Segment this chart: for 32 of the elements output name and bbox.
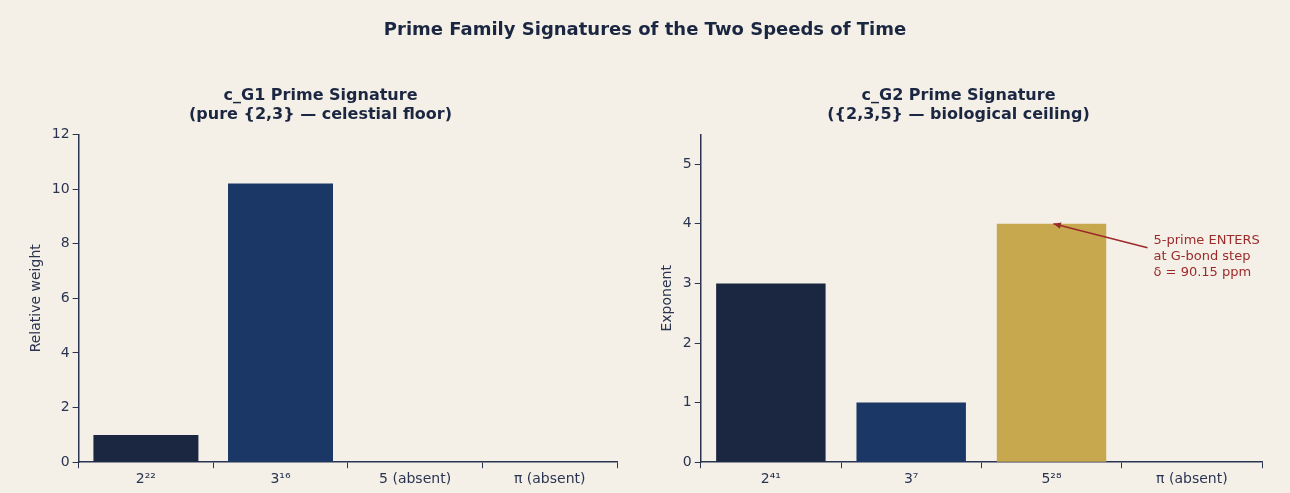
chart-subtitle: ({2,3,5} — biological ceiling): [827, 103, 1090, 123]
bar: [856, 402, 966, 462]
y-tick-label: 0: [60, 452, 70, 469]
x-tick-label: 2²²: [135, 470, 156, 487]
y-axis-title: Exponent: [658, 264, 675, 332]
bar: [996, 223, 1107, 462]
x-tick-label: 5 (absent): [379, 470, 452, 487]
y-tick-label: 0: [682, 452, 692, 469]
chart-title: c_G1 Prime Signature: [223, 84, 418, 104]
x-tick-label: 3⁷: [903, 470, 919, 487]
x-tick-label: π (absent): [1156, 470, 1228, 487]
y-tick-label: 8: [60, 234, 70, 251]
annotation: 5-prime ENTERS at G-bond step δ = 90.15 ppm: [1153, 231, 1260, 279]
y-tick-label: 5: [682, 154, 692, 171]
y-tick-label: 4: [60, 343, 70, 360]
x-tick-label: 3¹⁶: [270, 470, 291, 487]
y-tick-label: 10: [51, 179, 70, 196]
y-tick-label: 3: [682, 274, 692, 291]
y-tick-label: 4: [682, 214, 692, 231]
text: Prime Family Signatures of the Two Speeds of Time: [382, 18, 908, 39]
bar: [716, 283, 826, 462]
x-tick-label: π (absent): [513, 470, 586, 487]
y-axis-title: Relative weight: [27, 243, 44, 353]
y-tick-label: 2: [60, 398, 70, 415]
chart-title: c_G2 Prime Signature: [861, 84, 1056, 104]
y-tick-label: 1: [682, 393, 692, 410]
y-tick-label: 12: [51, 125, 70, 142]
x-tick-label: 2⁴¹: [760, 470, 781, 487]
y-tick-label: 2: [682, 333, 692, 350]
y-tick-label: 6: [60, 288, 70, 305]
chart-subtitle: (pure {2,3} — celestial floor): [189, 103, 452, 123]
x-tick-label: 5²⁸: [1041, 470, 1062, 487]
